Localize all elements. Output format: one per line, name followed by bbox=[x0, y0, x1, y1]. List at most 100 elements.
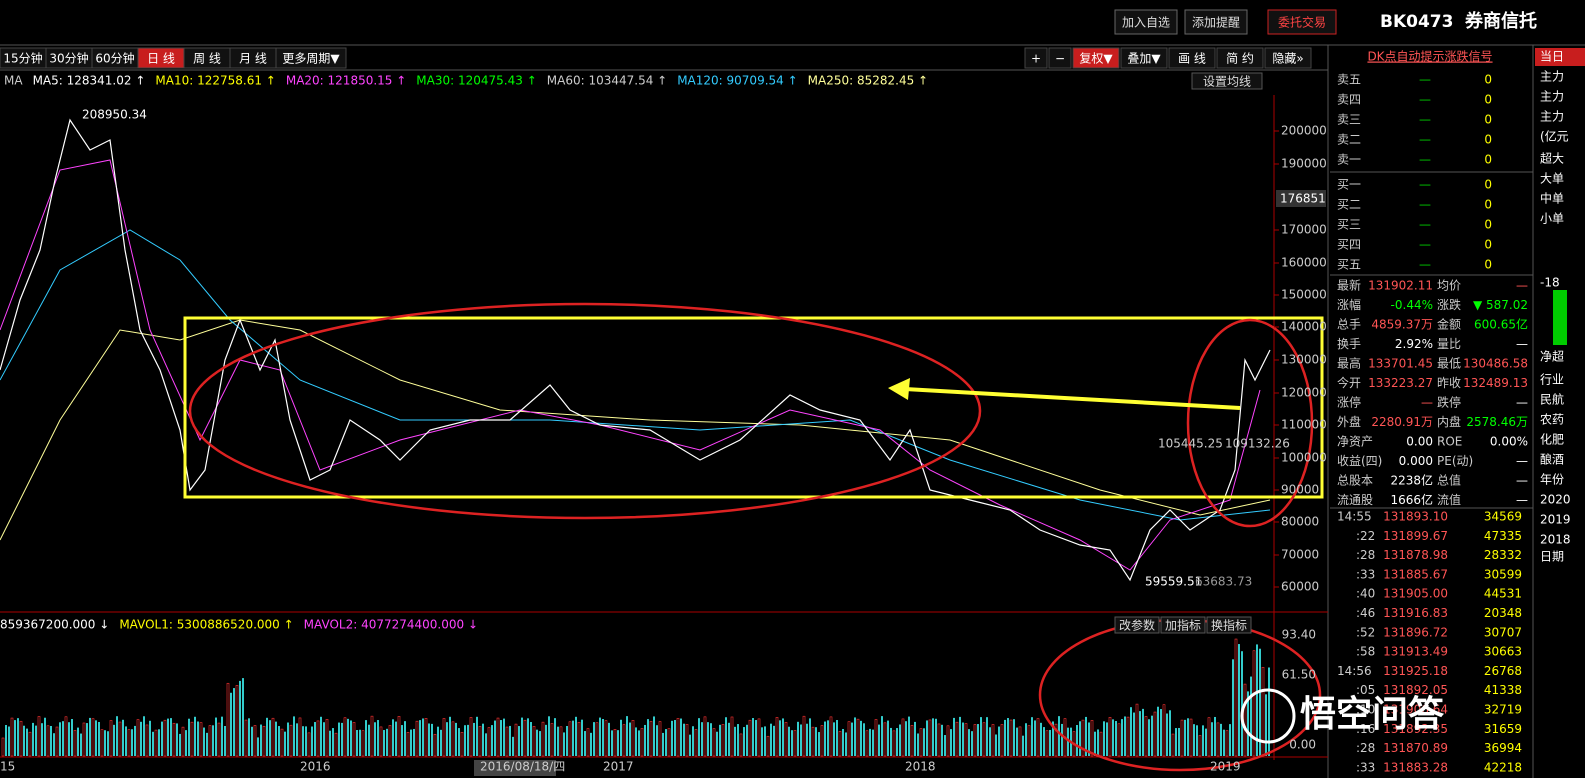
tick-volume: 36994 bbox=[1484, 741, 1522, 755]
volume-bar bbox=[442, 718, 446, 757]
volume-bar bbox=[575, 716, 577, 756]
tick-time: :28 bbox=[1356, 548, 1375, 562]
price-label: 90000 bbox=[1281, 483, 1319, 497]
volume-bar bbox=[17, 718, 19, 756]
volume-bar bbox=[586, 728, 590, 757]
stat-label: 量比 bbox=[1437, 337, 1461, 351]
volume-bar bbox=[770, 723, 772, 756]
stat-value: 2.92% bbox=[1395, 337, 1433, 351]
arrow-head bbox=[888, 378, 910, 400]
volume-bar bbox=[779, 720, 781, 756]
volume-bar bbox=[692, 726, 694, 756]
tool-button-box[interactable] bbox=[1048, 47, 1072, 69]
volume-bar bbox=[305, 726, 307, 756]
period-tab-box[interactable] bbox=[275, 47, 347, 69]
volume-bar bbox=[1234, 638, 1238, 757]
stat-value: 0.00% bbox=[1490, 435, 1528, 449]
volume-bar bbox=[91, 718, 95, 757]
volume-bar bbox=[406, 732, 410, 757]
volume-bar bbox=[397, 716, 401, 757]
stat-value: — bbox=[1516, 279, 1528, 293]
volume-bar bbox=[674, 720, 676, 756]
volume-bar bbox=[140, 721, 142, 756]
tool-button-box[interactable] bbox=[1120, 47, 1168, 69]
header-button-box[interactable] bbox=[1114, 9, 1178, 35]
header-button-box[interactable] bbox=[1184, 9, 1248, 35]
price-label: 130000 bbox=[1281, 353, 1327, 367]
volume-bar bbox=[620, 719, 622, 756]
price-label: 140000 bbox=[1281, 320, 1327, 334]
volume-bar bbox=[1085, 716, 1087, 756]
indicator-button-box[interactable] bbox=[1114, 616, 1160, 634]
volume-bar bbox=[1040, 722, 1042, 756]
current-price-box bbox=[1276, 190, 1326, 207]
volume-bar bbox=[1052, 721, 1054, 756]
tool-button-box[interactable] bbox=[1072, 47, 1120, 69]
volume-bar bbox=[1256, 644, 1258, 756]
volume-bar bbox=[527, 718, 529, 756]
tick-volume: 30663 bbox=[1484, 645, 1522, 659]
volume-bar bbox=[197, 721, 199, 756]
ui-layer: 加入自选 添加提醒 委托交易 BK0473 券商信托 15分钟 30分钟 60分钟日 线 周 线… bbox=[0, 9, 1585, 776]
volume-bar bbox=[280, 728, 284, 757]
side-label: 当日 bbox=[1540, 50, 1564, 64]
tool-button-box[interactable] bbox=[1024, 47, 1048, 69]
volume-bar bbox=[1211, 722, 1213, 756]
date-label: 2017 bbox=[603, 760, 634, 774]
side-label: 2020 bbox=[1540, 493, 1571, 507]
volume-bar bbox=[890, 727, 892, 756]
price-line bbox=[0, 118, 1271, 582]
volume-label: MAVOL2: 4077274400.000 ↓ bbox=[304, 618, 478, 632]
volume-bar bbox=[629, 722, 631, 756]
tick-time: 14:56 bbox=[1337, 664, 1372, 678]
ma-label: MA30: 120475.43 ↑ bbox=[416, 74, 536, 88]
volume-bar bbox=[746, 724, 748, 756]
book-volume: 0 bbox=[1484, 73, 1492, 87]
volume-bar bbox=[991, 724, 995, 757]
stat-label: 最高 bbox=[1337, 356, 1361, 371]
volume-bar bbox=[788, 726, 790, 756]
settings-button-box[interactable] bbox=[1191, 72, 1263, 90]
tick-volume: 26768 bbox=[1484, 664, 1522, 678]
book-price: — bbox=[1419, 133, 1431, 147]
volume-bar bbox=[1250, 676, 1252, 756]
volume-bar bbox=[500, 720, 502, 756]
volume-bar bbox=[950, 729, 952, 756]
indicator-button-box[interactable] bbox=[1206, 616, 1252, 634]
volume-bar bbox=[440, 729, 442, 756]
volume-bar bbox=[1223, 729, 1225, 756]
tool-button-box[interactable] bbox=[1264, 47, 1312, 69]
volume-bar bbox=[982, 722, 986, 757]
volume-bar bbox=[1151, 715, 1153, 756]
volume-bar bbox=[554, 718, 556, 756]
ma-label: MA10: 122758.61 ↑ bbox=[155, 74, 275, 88]
book-volume: 0 bbox=[1484, 113, 1492, 127]
volume-bar bbox=[599, 717, 601, 756]
tick-time: :46 bbox=[1356, 606, 1375, 620]
volume-bar bbox=[797, 721, 799, 756]
volume-bar bbox=[851, 722, 853, 756]
volume-bar bbox=[836, 720, 838, 756]
volume-bar bbox=[179, 733, 181, 756]
tick-price: 131906.64 bbox=[1383, 703, 1448, 717]
volume-bar bbox=[872, 729, 874, 756]
volume-bar bbox=[626, 716, 628, 756]
tick-volume: 34569 bbox=[1484, 510, 1522, 524]
volume-bar bbox=[127, 729, 131, 757]
volume-bar bbox=[1013, 719, 1015, 756]
volume-bar bbox=[631, 720, 635, 757]
tool-button-box[interactable] bbox=[1168, 47, 1216, 69]
indicator-button-box[interactable] bbox=[1160, 616, 1206, 634]
volume-bar bbox=[446, 722, 448, 756]
side-label: 酿酒 bbox=[1540, 452, 1564, 467]
tool-button-box[interactable] bbox=[1216, 47, 1264, 69]
stat-label: 均价 bbox=[1437, 279, 1461, 293]
volume-bar bbox=[509, 725, 511, 756]
volume-bar bbox=[1160, 709, 1162, 756]
header-button-box[interactable] bbox=[1267, 9, 1337, 35]
volume-bar bbox=[707, 722, 709, 756]
stat-value: 0.000 bbox=[1399, 454, 1433, 468]
volume-bar bbox=[622, 724, 626, 757]
volume-bar bbox=[1268, 667, 1270, 756]
volume-bar bbox=[1094, 731, 1096, 756]
